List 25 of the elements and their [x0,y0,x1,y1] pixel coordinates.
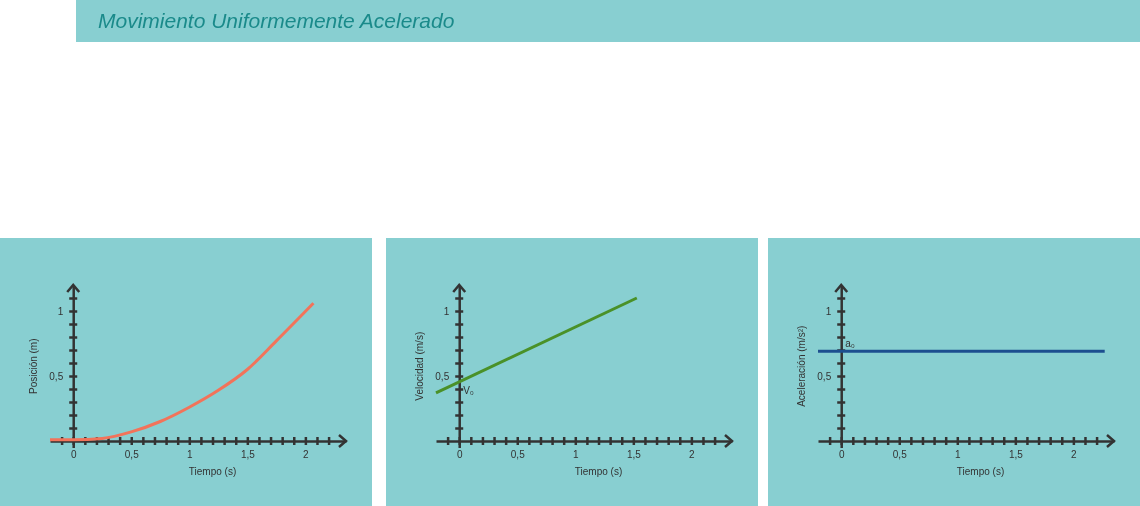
x-tick-label: 1,5 [1008,449,1024,461]
x-tick-label: 0 [70,449,77,461]
y-axis-title: Posición (m) [28,338,40,395]
y-axis-title: Aceleración (m/s²) [796,325,808,407]
x-axis-title: Tiempo (s) [188,466,237,477]
x-tick-label: 0,5 [124,449,140,461]
x-tick-label: 1 [187,449,194,461]
annotation: V₀ [463,385,475,397]
x-tick-label: 0 [838,449,845,461]
x-tick-label: 1 [573,449,580,461]
line-series [48,301,315,442]
x-tick-label: 0 [456,449,463,461]
x-tick-label: 2 [303,449,310,461]
x-tick-label: 1 [955,449,962,461]
x-tick-label: 0,5 [510,449,526,461]
x-axis-title: Tiempo (s) [956,466,1005,477]
chart-title: Movimiento Uniformemente Acelerado [98,9,455,32]
x-tick-label: 2 [689,449,696,461]
x-axis-title: Tiempo (s) [574,466,623,477]
x-tick-label: 2 [1071,449,1078,461]
annotation: a₀ [845,338,855,350]
y-axis-title: Velocidad (m/s) [414,331,426,401]
x-tick-label: 1,5 [626,449,642,461]
x-tick-label: 1,5 [240,449,256,461]
x-tick-label: 0,5 [892,449,908,461]
